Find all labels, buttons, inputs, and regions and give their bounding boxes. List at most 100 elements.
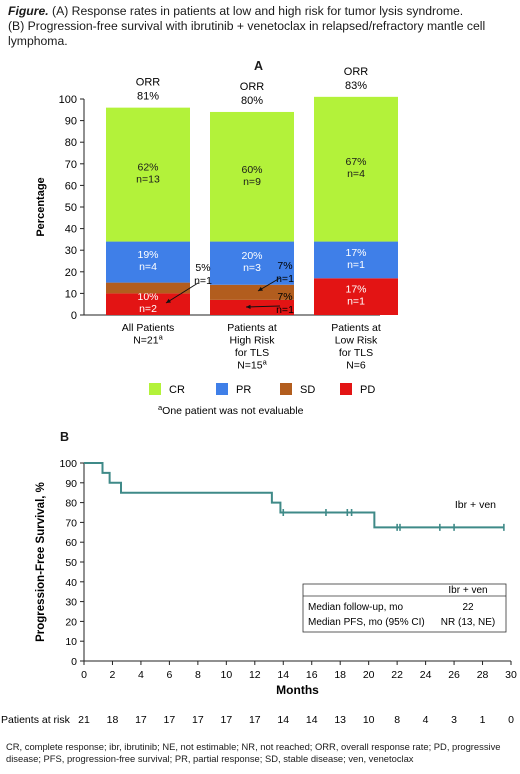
panel-a-label: A	[254, 59, 264, 73]
y-tick-label: 70	[65, 159, 77, 171]
superscript: a	[263, 358, 268, 367]
footnote-text: One patient was not evaluable	[162, 405, 303, 417]
category-label: High Risk	[230, 335, 276, 347]
superscript: a	[158, 403, 163, 412]
category-label: N=6	[346, 360, 366, 372]
km-summary-table	[302, 583, 507, 633]
category-label: for TLS	[339, 347, 373, 359]
bar-chart-panel-a: 0 10 20 30 40 50 60 70 80 90 100 Percentage 10%n=2 19…	[35, 66, 398, 417]
km-x-axis-title: Months	[276, 683, 319, 697]
category-label: All Patients	[122, 322, 175, 334]
bar-data-label: 20%	[241, 250, 262, 262]
km-series-label: Ibr + ven	[455, 499, 496, 511]
bar-cr	[210, 111, 294, 242]
at-risk-count: 17	[249, 714, 261, 726]
km-x-tick-label: 26	[448, 669, 460, 681]
km-x-tick-label: 30	[505, 669, 517, 681]
legend-swatch-pd	[340, 383, 352, 395]
bar-data-label: 60%	[241, 164, 262, 176]
at-risk-count: 17	[192, 714, 204, 726]
callout-label: n=1	[276, 304, 294, 316]
orr-value: 80%	[241, 95, 263, 107]
km-y-axis-title: Progression-Free Survival, %	[35, 482, 47, 642]
km-x-tick-label: 16	[306, 669, 318, 681]
caption-label: Figure.	[8, 4, 49, 18]
y-tick-label: 60	[65, 180, 77, 192]
at-risk-count: 17	[164, 714, 176, 726]
orr-value: 83%	[345, 80, 367, 92]
km-x-tick-label: 6	[166, 669, 172, 681]
y-tick-label: 20	[65, 267, 77, 279]
superscript: a	[159, 333, 164, 342]
at-risk-count: 14	[277, 714, 289, 726]
callout-arrowhead	[258, 286, 263, 291]
legend-label: PR	[236, 384, 251, 396]
y-tick-label: 100	[59, 94, 77, 106]
at-risk-count: 18	[107, 714, 119, 726]
table-header: Ibr + ven	[448, 585, 487, 596]
table-row-label: Median follow-up, mo	[308, 602, 403, 613]
at-risk-label: Patients at risk	[1, 714, 71, 726]
bar-cr	[106, 107, 190, 242]
at-risk-count: 3	[451, 714, 457, 726]
km-x-tick-label: 0	[81, 669, 87, 681]
km-y-tick-label: 80	[65, 498, 77, 510]
legend-label: CR	[169, 384, 185, 396]
at-risk-count: 10	[363, 714, 375, 726]
panel-b-label: B	[60, 430, 70, 444]
callout-label: n=1	[276, 273, 294, 285]
callout-label: 7%	[277, 260, 292, 272]
at-risk-count: 14	[306, 714, 318, 726]
caption-line-a: (A) Response rates in patients at low an…	[52, 4, 464, 18]
y-tick-label: 80	[65, 137, 77, 149]
category-label: for TLS	[235, 347, 269, 359]
legend-label: PD	[360, 384, 375, 396]
abbreviations-footnote: CR, complete response; ibr, ibrutinib; N…	[6, 741, 501, 764]
legend-swatch-pr	[216, 383, 228, 395]
at-risk-count: 0	[508, 714, 514, 726]
bar-data-label: n=1	[347, 259, 365, 271]
bar-data-label: 17%	[345, 284, 366, 296]
callout-arrowhead	[166, 298, 171, 303]
at-risk-count: 4	[423, 714, 429, 726]
km-x-tick-label: 2	[110, 669, 116, 681]
km-x-tick-label: 20	[363, 669, 375, 681]
bar-pr	[106, 241, 190, 283]
bar-pr	[314, 241, 398, 279]
at-risk-count: 17	[220, 714, 232, 726]
orr-label: ORR	[136, 77, 161, 89]
orr-label: ORR	[240, 81, 265, 93]
km-x-tick-label: 4	[138, 669, 144, 681]
callout-label: 7%	[277, 291, 292, 303]
y-tick-label: 90	[65, 116, 77, 128]
km-curve	[84, 462, 504, 529]
km-x-tick-label: 8	[195, 669, 201, 681]
bar-data-label: n=9	[243, 176, 261, 188]
km-y-tick-label: 10	[65, 636, 77, 648]
caption-line-b: (B) Progression-free survival with ibrut…	[8, 19, 486, 48]
bar-data-label: 19%	[137, 249, 158, 261]
legend-swatch-sd	[280, 383, 292, 395]
y-tick-label: 40	[65, 224, 77, 236]
at-risk-count: 8	[394, 714, 400, 726]
km-x-tick-label: 14	[277, 669, 289, 681]
y-tick-label: 0	[71, 310, 77, 322]
bar-pd	[106, 293, 190, 315]
km-y-tick-label: 40	[65, 577, 77, 589]
category-label: N=21a	[133, 333, 163, 347]
bar-data-label: n=4	[347, 168, 365, 180]
km-x-tick-label: 10	[220, 669, 232, 681]
bar-pd	[210, 299, 294, 315]
y-tick-label: 10	[65, 288, 77, 300]
km-x-tick-label: 28	[477, 669, 489, 681]
panel-a-footnote: aOne patient was not evaluable	[158, 403, 304, 417]
at-risk-count: 21	[78, 714, 90, 726]
category-label: Low Risk	[335, 335, 378, 347]
bar-data-label: 67%	[345, 156, 366, 168]
legend-swatch-cr	[149, 383, 161, 395]
table-row-label: Median PFS, mo (95% CI)	[308, 617, 425, 628]
at-risk-count: 13	[334, 714, 346, 726]
y-axis-title: Percentage	[35, 177, 47, 236]
km-x-tick-label: 12	[249, 669, 261, 681]
